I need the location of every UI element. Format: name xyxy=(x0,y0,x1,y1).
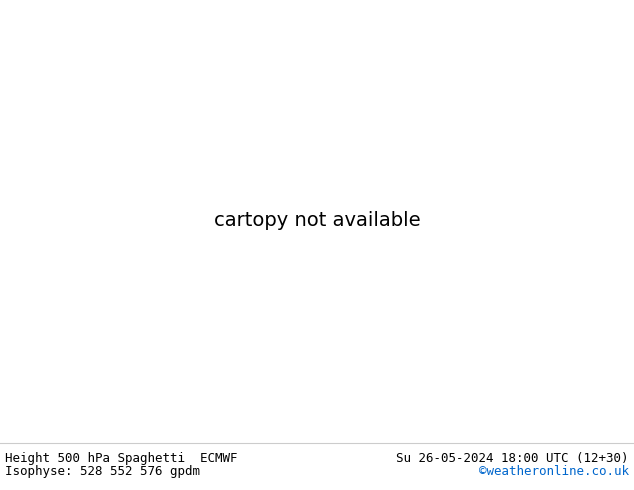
Text: ©weatheronline.co.uk: ©weatheronline.co.uk xyxy=(479,465,629,478)
Text: cartopy not available: cartopy not available xyxy=(214,212,420,230)
Text: Su 26-05-2024 18:00 UTC (12+30): Su 26-05-2024 18:00 UTC (12+30) xyxy=(396,452,629,465)
Text: Height 500 hPa Spaghetti  ECMWF: Height 500 hPa Spaghetti ECMWF xyxy=(5,452,238,465)
Text: Isophyse: 528 552 576 gpdm: Isophyse: 528 552 576 gpdm xyxy=(5,465,200,478)
